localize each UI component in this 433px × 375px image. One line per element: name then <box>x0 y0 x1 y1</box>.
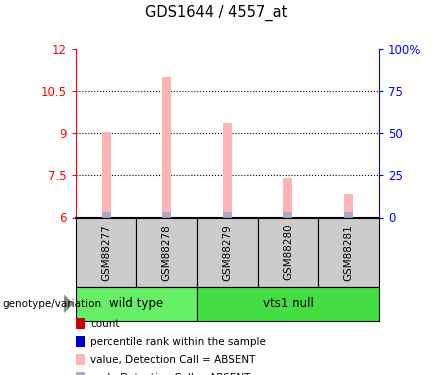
Text: wild type: wild type <box>109 297 163 310</box>
Bar <box>76 287 197 321</box>
Text: count: count <box>90 319 120 328</box>
Bar <box>101 132 111 218</box>
Bar <box>344 212 353 217</box>
Text: value, Detection Call = ABSENT: value, Detection Call = ABSENT <box>90 355 256 364</box>
Bar <box>258 217 318 287</box>
Polygon shape <box>64 295 74 313</box>
Text: GSM88278: GSM88278 <box>162 224 172 280</box>
Text: GDS1644 / 4557_at: GDS1644 / 4557_at <box>145 4 288 21</box>
Bar <box>223 212 232 217</box>
Bar <box>136 217 197 287</box>
Bar <box>197 287 379 321</box>
Bar <box>197 217 258 287</box>
Text: GSM88279: GSM88279 <box>222 224 233 280</box>
Bar <box>162 77 171 218</box>
Bar <box>344 194 353 217</box>
Text: GSM88277: GSM88277 <box>101 224 111 280</box>
Bar <box>162 212 171 217</box>
Text: GSM88280: GSM88280 <box>283 224 293 280</box>
Text: rank, Detection Call = ABSENT: rank, Detection Call = ABSENT <box>90 373 251 375</box>
Text: genotype/variation: genotype/variation <box>2 299 101 309</box>
Text: GSM88281: GSM88281 <box>343 224 354 280</box>
Bar <box>76 217 136 287</box>
Bar <box>101 212 111 217</box>
Bar <box>283 178 293 218</box>
Bar <box>318 217 379 287</box>
Bar <box>283 212 293 217</box>
Text: vts1 null: vts1 null <box>262 297 313 310</box>
Bar <box>223 123 232 218</box>
Text: percentile rank within the sample: percentile rank within the sample <box>90 337 266 346</box>
